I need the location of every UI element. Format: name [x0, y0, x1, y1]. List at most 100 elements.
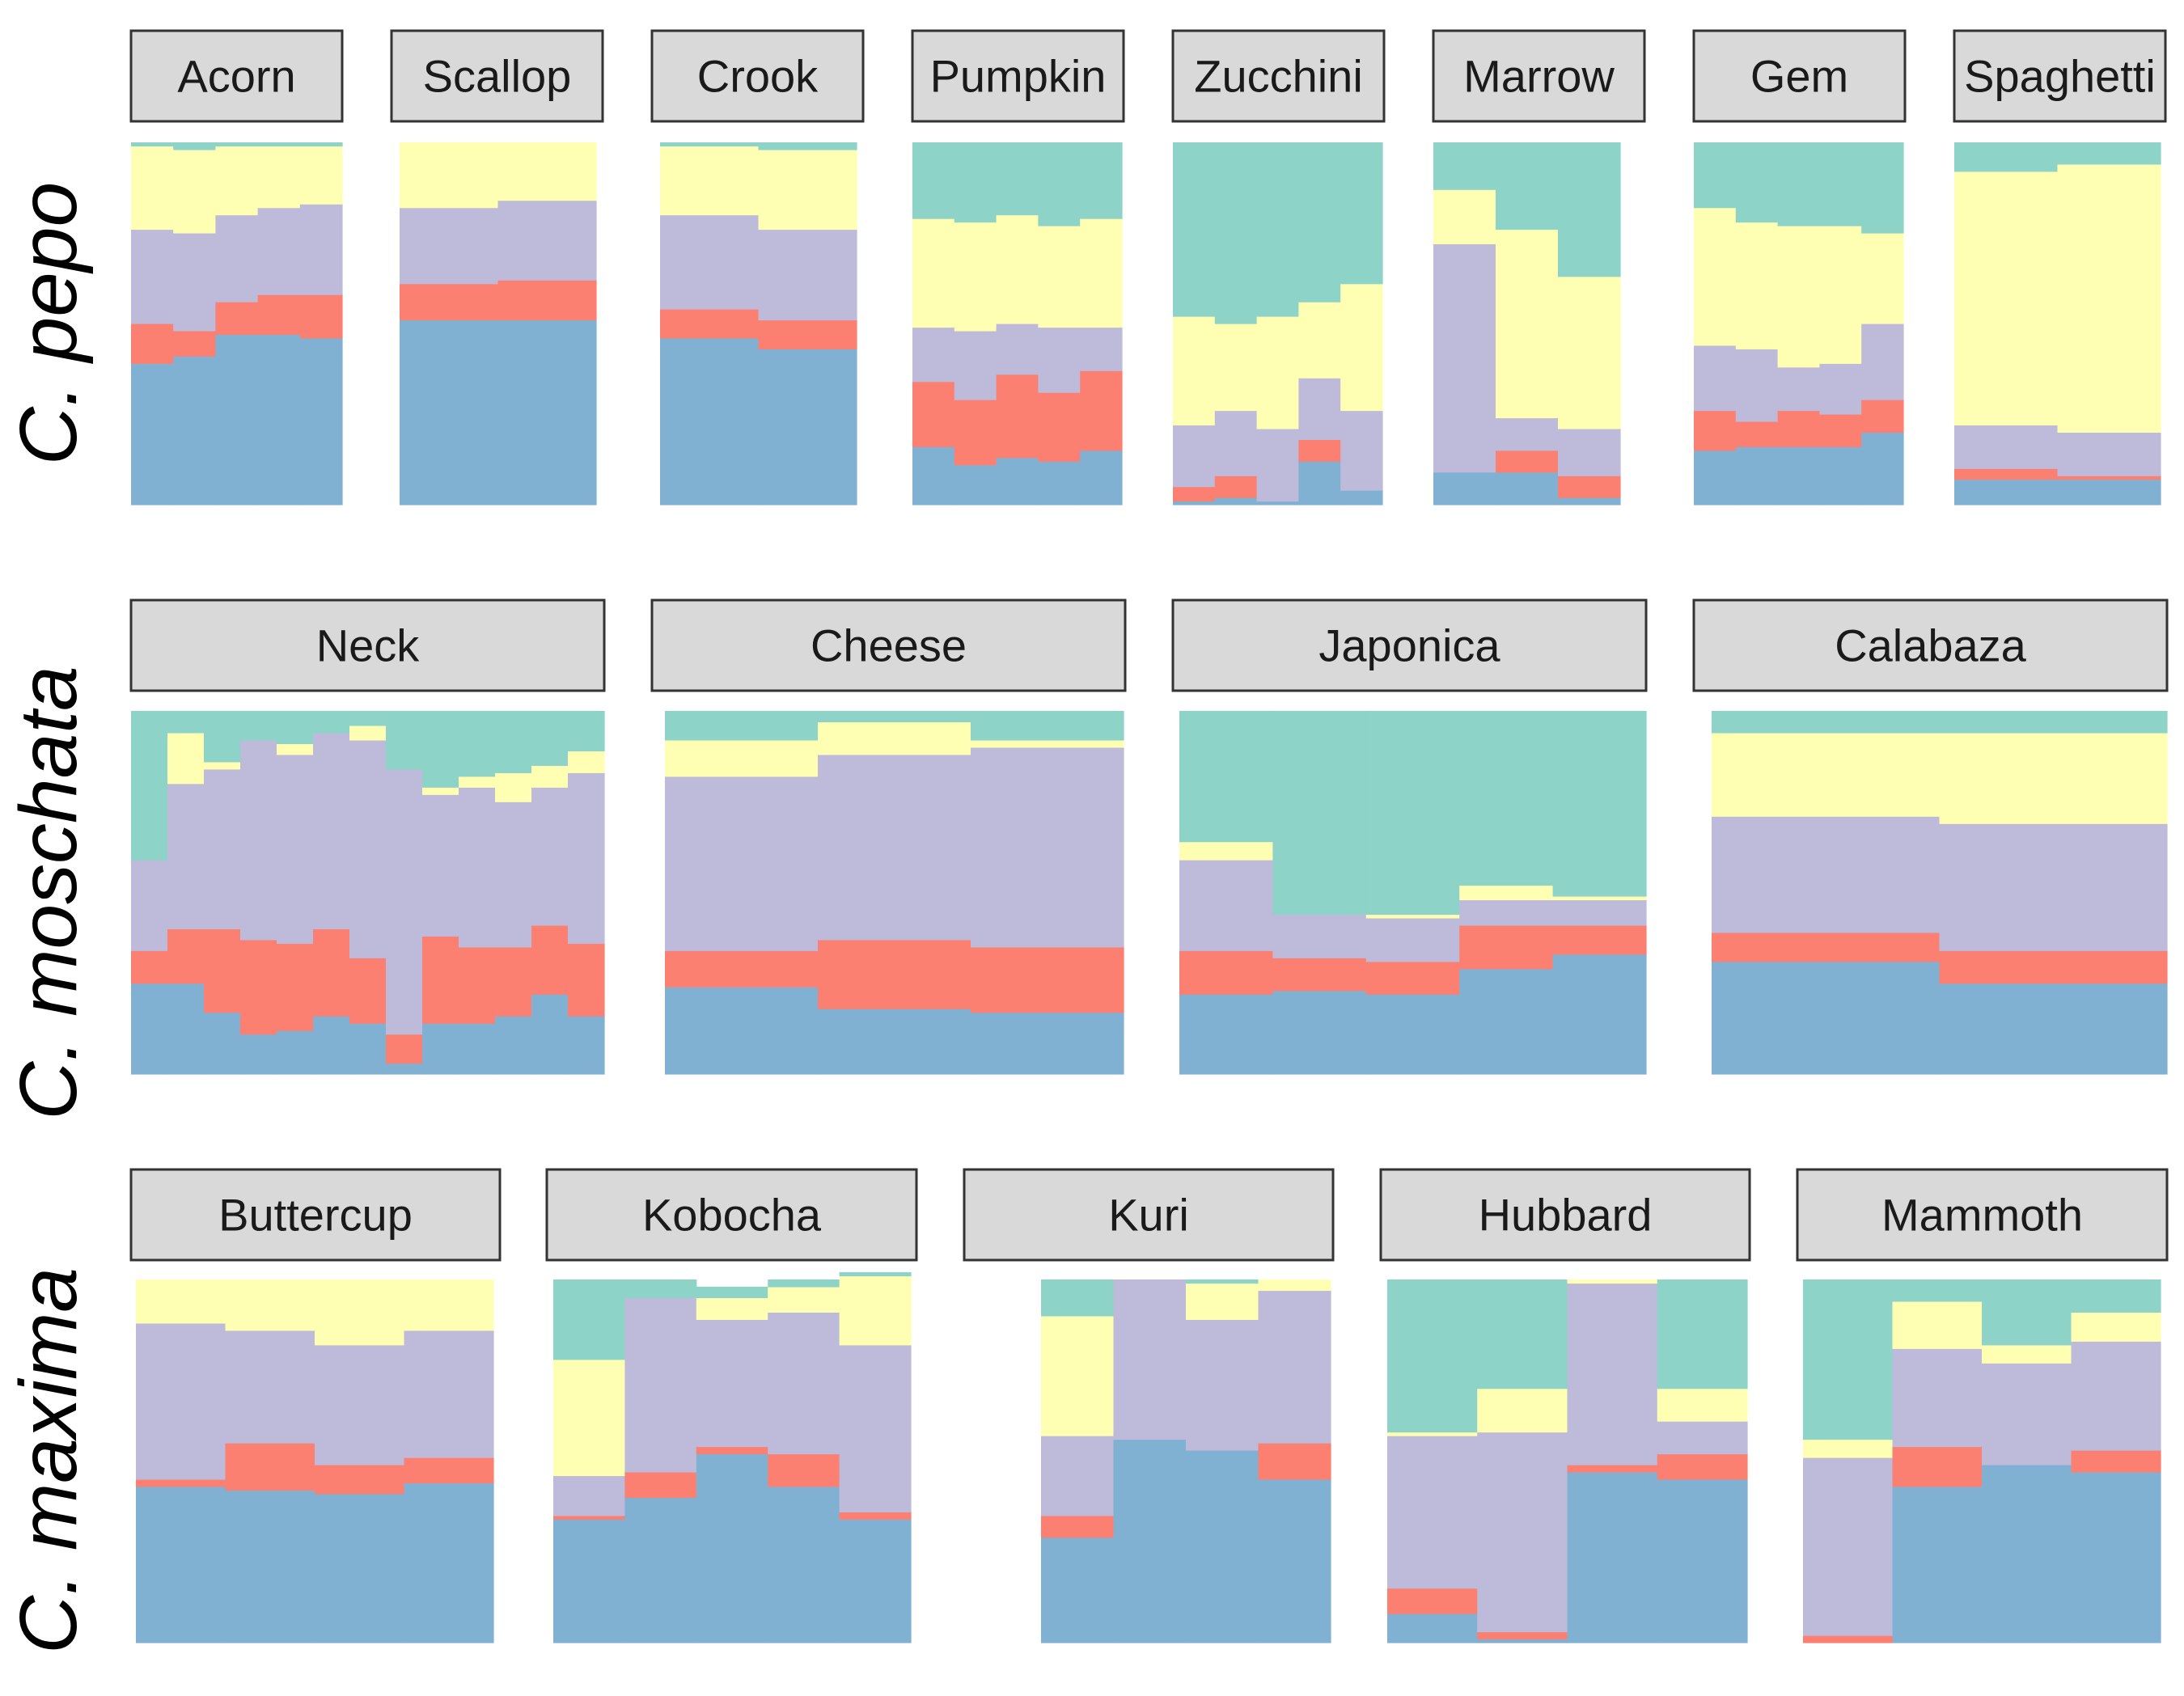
bar-segment: [1298, 439, 1341, 462]
bar-segment: [768, 1312, 840, 1455]
bar-segment: [1459, 885, 1554, 901]
bar-segment: [136, 1486, 226, 1643]
bar-segment: [1041, 1436, 1115, 1516]
bar-segment: [768, 1279, 840, 1288]
bar-segment: [1861, 324, 1904, 400]
bar-segment: [912, 446, 955, 505]
bar-segment: [1982, 1464, 2072, 1643]
bar-segment: [1298, 302, 1341, 379]
bar-segment: [665, 711, 819, 741]
bar-segment: [912, 327, 955, 383]
bar-segment: [1954, 171, 2059, 426]
facet-panel: Mammoth: [1796, 1168, 2169, 1643]
bar-segment: [912, 218, 955, 328]
bar-segment: [1552, 711, 1647, 897]
bar-segment: [1712, 816, 1941, 933]
bar-segment: [1861, 400, 1904, 433]
bar-segment: [912, 142, 955, 219]
bar-segment: [1477, 1388, 1568, 1433]
panel-title: Scallop: [423, 51, 572, 102]
panel-title: Acorn: [177, 51, 295, 102]
bar-segment: [422, 711, 459, 788]
bar-segment: [131, 229, 174, 324]
bar-segment: [215, 214, 259, 302]
bar-segment: [204, 1012, 241, 1075]
bar-segment: [495, 1016, 532, 1075]
bar-segment: [1387, 1279, 1478, 1433]
bar-segment: [1694, 345, 1737, 412]
bar-segment: [1113, 1279, 1187, 1440]
bar-segment: [277, 943, 314, 1031]
panel-strip: [1796, 1168, 2169, 1262]
panel-title: Pumpkin: [930, 51, 1107, 102]
bar-segment: [1694, 450, 1737, 505]
bar-segment: [1387, 1432, 1478, 1436]
bar-segment: [131, 324, 174, 364]
bar-segment: [2071, 1279, 2161, 1313]
facet-panel: Gem: [1692, 29, 1907, 505]
bar-segment: [1496, 417, 1559, 451]
bar-segment: [971, 746, 1124, 948]
bar-segment: [131, 950, 168, 984]
panel-strip: [129, 1168, 502, 1262]
bar-segment: [277, 1030, 314, 1075]
facet-row: C. moschata Neck Cheese Japonica Calabaza: [3, 598, 2169, 1120]
panel-title: Neck: [316, 620, 421, 671]
bar-segment: [1735, 446, 1779, 505]
bar-segment: [497, 200, 597, 281]
bar-segment: [660, 214, 760, 310]
bar-segment: [386, 711, 423, 770]
bar-segment: [1173, 142, 1216, 317]
bar-segment: [1113, 1439, 1187, 1643]
bar-segment: [568, 772, 605, 944]
bar-segment: [422, 936, 459, 1024]
bar-segment: [1803, 1457, 1894, 1636]
bar-segment: [215, 334, 259, 505]
bar-segment: [257, 146, 301, 209]
bar-segment: [173, 149, 216, 234]
bar-segment: [225, 1279, 315, 1331]
bar-segment: [1387, 1436, 1478, 1589]
bar-segment: [1179, 950, 1273, 995]
bar-segment: [1038, 142, 1081, 226]
bar-segment: [1179, 994, 1273, 1075]
bar-segment: [568, 751, 605, 773]
bar-segment: [136, 1478, 226, 1487]
bar-segment: [459, 776, 496, 788]
bar-segment: [204, 928, 241, 1013]
bar-segment: [404, 1457, 494, 1484]
bar-segment: [2057, 479, 2161, 505]
bar-segment: [173, 233, 216, 332]
bar-segment: [131, 363, 174, 505]
bar-segment: [315, 1493, 405, 1643]
bar-segment: [215, 302, 259, 336]
bar-segment: [1041, 1279, 1115, 1317]
bar-segment: [240, 739, 277, 941]
bar-segment: [1712, 732, 1941, 817]
bar-segment: [1477, 1279, 1568, 1389]
bar-segment: [1365, 961, 1460, 995]
bar-segment: [1173, 486, 1216, 502]
bar-segment: [971, 711, 1124, 741]
bar-segment: [1567, 1283, 1658, 1465]
bar-segment: [1496, 229, 1559, 419]
bar-segment: [349, 958, 387, 1024]
bar-segment: [839, 1512, 912, 1520]
bar-segment: [459, 787, 496, 948]
bar-segment: [660, 142, 760, 147]
bar-segment: [2071, 1341, 2161, 1451]
bar-segment: [204, 761, 241, 770]
bar-segment: [696, 1319, 768, 1448]
bar-segment: [459, 1023, 496, 1075]
bar-segment: [1735, 349, 1779, 422]
bar-segment: [459, 946, 496, 1024]
bar-segment: [996, 374, 1039, 459]
bar-segment: [1954, 142, 2059, 172]
bar-segment: [299, 337, 343, 505]
panel-strip: [390, 29, 604, 123]
bar-segment: [404, 1330, 494, 1458]
bar-segment: [422, 787, 459, 795]
bar-segment: [1298, 461, 1341, 505]
facet-row: C. pepo Acorn Scallop Crook Pumpkin Zucchini M…: [3, 29, 2167, 505]
bar-segment: [497, 280, 597, 321]
